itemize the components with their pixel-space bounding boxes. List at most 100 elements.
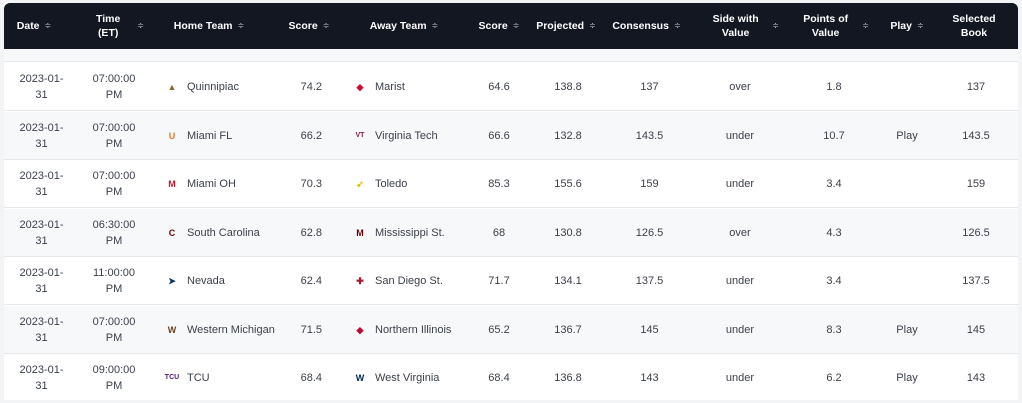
column-header-play[interactable]: Play ≑ [882, 3, 932, 49]
column-header-date[interactable]: Date ≑ [4, 3, 64, 49]
away-score-cell-text: 64.6 [488, 81, 510, 93]
away-team-cell[interactable]: ◆ Northern Illinois [352, 306, 472, 354]
table-row[interactable]: 2023-01- 31 07:00:00 PM M Miami OH 70.3 ➶ Tole… [4, 160, 1018, 208]
away-team-cell[interactable]: W West Virginia [352, 354, 472, 402]
away-score-cell-text: 85.3 [488, 178, 510, 190]
away-team-cell-text: Toledo [375, 178, 408, 190]
side-with-value-cell: under [704, 354, 776, 402]
column-header-away-score[interactable]: Score ≑ [469, 3, 529, 49]
column-header-consensus[interactable]: Consensus ≑ [609, 3, 684, 49]
play-cell-text: Play [896, 372, 918, 384]
column-header-projected[interactable]: Projected ≑ [532, 3, 600, 49]
projected-cell: 155.6 [534, 160, 602, 208]
table-row[interactable]: 2023-01- 31 07:00:00 PM ▲ Quinnipiac 74.2 ◆ Ma… [4, 63, 1018, 111]
table-row[interactable]: 2023-01- 31 07:00:00 PM U Miami FL 66.2 VT Vir… [4, 111, 1018, 160]
side-with-value-cell: under [704, 112, 776, 160]
selected-book-cell-text: 143 [966, 372, 986, 384]
away-score-cell-text: 68 [492, 226, 506, 239]
bobcat-logo-icon: ▲ [167, 82, 177, 92]
date-cell: 2023-01- 31 [4, 209, 79, 257]
projected-cell-text: 132.8 [554, 129, 582, 142]
side-with-value-cell: under [704, 306, 776, 354]
side-with-value-cell-text: under [725, 372, 755, 384]
away-team-cell[interactable]: ◆ Marist [352, 63, 472, 111]
table-row[interactable]: 2023-01- 31 07:00:00 PM W Western Michigan 7… [4, 305, 1018, 354]
consensus-cell: 137 [612, 63, 687, 111]
selected-book-cell: 145 [944, 306, 1008, 354]
away-score-cell-text: 71.7 [488, 275, 510, 287]
side-with-value-label: Side with Value [712, 13, 759, 39]
sort-icon: ≑ [322, 21, 330, 30]
projected-cell: 134.1 [534, 257, 602, 305]
column-header-points-of-value[interactable]: Points of Value ≑ [794, 3, 869, 49]
u-logo-icon: U [168, 130, 176, 141]
points-of-value-cell: 4.3 [794, 209, 874, 257]
points-of-value-cell: 3.4 [794, 160, 874, 208]
table-row[interactable]: 2023-01- 31 11:00:00 PM ➤ Nevada 62.4 ✚ San Di… [4, 257, 1018, 305]
m-logo-icon: M [168, 179, 176, 189]
side-with-value-cell-text: under [725, 129, 755, 142]
away-score-cell: 71.7 [469, 257, 529, 305]
table-row[interactable]: 2023-01- 31 06:30:00 PM C South Carolina 62.… [4, 208, 1018, 257]
home-team-cell[interactable]: C South Carolina [164, 209, 284, 257]
selected-book-cell: 126.5 [944, 209, 1008, 257]
points-of-value-cell: 10.7 [794, 112, 874, 160]
column-header-away-team[interactable]: Away Team ≑ [349, 3, 459, 49]
column-header-time[interactable]: Time (ET) ≑ [84, 3, 144, 49]
home-team-cell[interactable]: U Miami FL [164, 112, 284, 160]
time-cell-text: 11:00:00 PM [92, 267, 135, 295]
away-team-cell[interactable]: M Mississippi St. [352, 209, 472, 257]
play-cell-text: Play [896, 323, 918, 336]
time-cell: 11:00:00 PM [84, 257, 144, 305]
play-cell [882, 160, 932, 208]
selected-book-cell-text: 159 [966, 178, 986, 190]
consensus-cell-text: 143.5 [635, 129, 664, 142]
away-team-cell[interactable]: ✚ San Diego St. [352, 257, 472, 305]
wolf-logo-icon: ➤ [168, 276, 176, 286]
table-bottom-edge [4, 400, 1018, 403]
column-header-selected-book[interactable]: Selected Book [939, 3, 1009, 49]
column-header-side-with-value[interactable]: Side with Value ≑ [704, 3, 779, 49]
away-team-cell[interactable]: VT Virginia Tech [352, 112, 472, 160]
away-team-cell-text: Marist [375, 81, 405, 93]
red-fox-logo-icon: ◆ [356, 82, 364, 92]
home-team-label: Home Team [173, 20, 233, 32]
sort-icon: ≑ [673, 21, 681, 30]
home-team-cell[interactable]: M Miami OH [164, 160, 284, 208]
selected-book-cell-text: 126.5 [962, 226, 990, 239]
points-of-value-cell: 3.4 [794, 257, 874, 305]
home-team-cell[interactable]: TCU TCU [164, 354, 284, 402]
home-score-cell: 68.4 [279, 354, 322, 402]
home-team-cell[interactable]: ➤ Nevada [164, 257, 284, 305]
home-score-cell-text: 62.4 [300, 275, 322, 287]
projected-cell-text: 130.8 [554, 226, 582, 239]
home-team-cell[interactable]: W Western Michigan [164, 306, 284, 354]
play-label: Play [890, 20, 912, 32]
play-cell: Play [882, 306, 932, 354]
points-of-value-cell-text: 3.4 [826, 275, 842, 287]
side-with-value-cell: under [704, 257, 776, 305]
odds-table: Date ≑ Time (ET) ≑ Home Team ≑ Score ≑ Away … [4, 3, 1018, 403]
side-with-value-cell-text: over [729, 81, 751, 93]
column-header-home-team[interactable]: Home Team ≑ [154, 3, 264, 49]
side-with-value-cell-text: under [725, 275, 755, 287]
home-team-cell-text: TCU [187, 372, 210, 384]
points-of-value-cell: 6.2 [794, 354, 874, 402]
rocket-logo-icon: ➶ [356, 179, 364, 189]
points-of-value-cell: 8.3 [794, 306, 874, 354]
home-team-cell[interactable]: ▲ Quinnipiac [164, 63, 284, 111]
sort-icon: ≑ [862, 21, 869, 30]
selected-book-cell: 159 [944, 160, 1008, 208]
selected-book-cell-text: 143.5 [962, 129, 990, 142]
home-score-cell: 70.3 [279, 160, 322, 208]
column-header-home-score[interactable]: Score ≑ [279, 3, 339, 49]
time-cell: 07:00:00 PM [84, 63, 144, 111]
away-team-cell[interactable]: ➶ Toledo [352, 160, 472, 208]
selected-book-label: Selected Book [952, 13, 996, 39]
time-cell: 09:00:00 PM [84, 354, 144, 402]
side-with-value-cell: under [704, 160, 776, 208]
table-header: Date ≑ Time (ET) ≑ Home Team ≑ Score ≑ Away … [4, 3, 1018, 49]
time-cell: 07:00:00 PM [84, 160, 144, 208]
projected-cell-text: 138.8 [554, 81, 582, 93]
table-row[interactable]: 2023-01- 31 09:00:00 PM TCU TCU 68.4 W West Vi… [4, 354, 1018, 402]
